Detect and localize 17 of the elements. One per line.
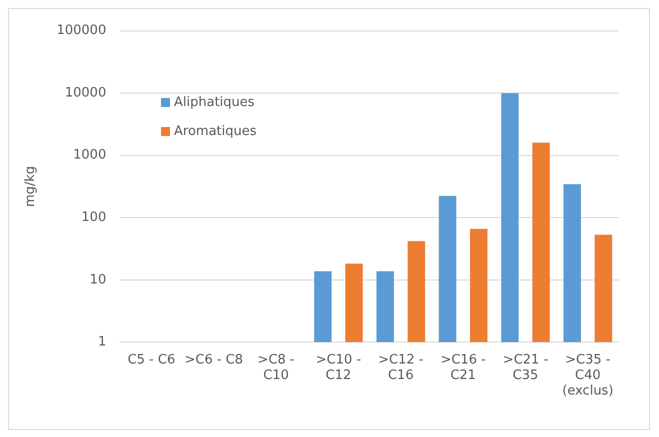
- y-tick-label: 100000: [56, 23, 106, 38]
- y-tick-label: 1000: [73, 148, 106, 163]
- x-tick-label: >C10 - C12: [316, 352, 362, 383]
- legend-label: Aliphatiques: [174, 95, 255, 110]
- y-tick-label: 1: [98, 334, 106, 350]
- x-tick-label: >C12 - C16: [378, 352, 424, 383]
- x-tick-label: >C16 - C21: [440, 352, 486, 383]
- y-tick-label: 10000: [64, 85, 106, 100]
- x-tick-label: >C8 - C10: [258, 352, 295, 383]
- x-tick-label: >C6 - C8: [184, 352, 244, 368]
- x-tick-label: >C35 - C40 (exclus): [562, 352, 614, 399]
- y-tick-label: 10: [90, 272, 106, 288]
- legend-label: Aromatiques: [174, 124, 257, 139]
- x-tick-label: C5 - C6: [128, 352, 176, 368]
- y-axis-title: mg/kg: [23, 166, 38, 208]
- y-tick-label: 100: [81, 210, 106, 226]
- x-tick-label: >C21 - C35: [502, 352, 548, 383]
